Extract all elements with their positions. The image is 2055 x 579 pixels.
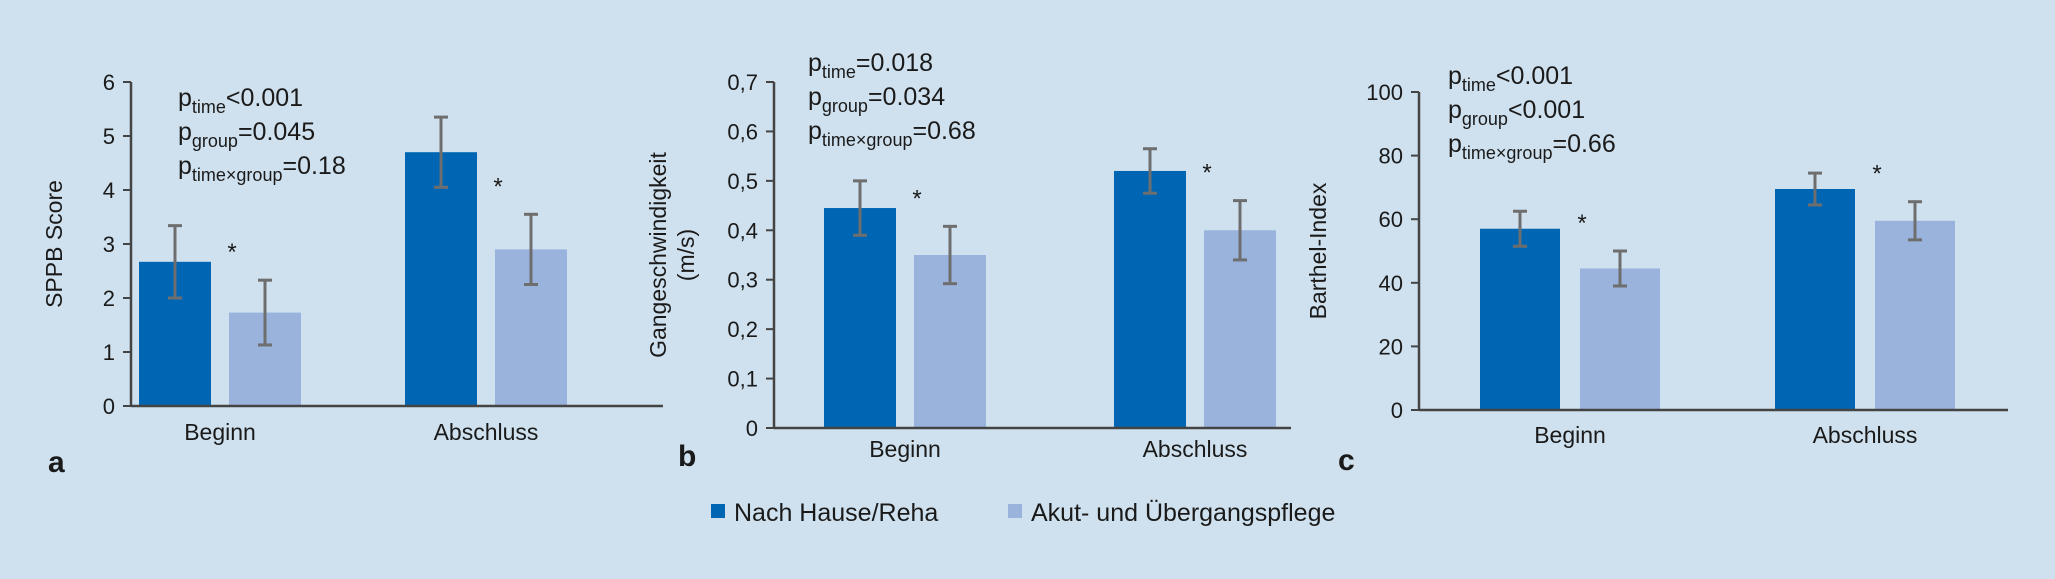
y-tick-label: 0 [746, 416, 758, 441]
significance-star: * [1577, 210, 1586, 237]
panel-b: Beginn Abschluss * * 0 0,1 0,2 0,3 0,4 0,5 0,6 0,7 G… [645, 49, 1291, 473]
category-label: Abschluss [1813, 422, 1918, 448]
panel-c: Beginn Abschluss * * 0 20 40 60 80 100 Barthel-Ind… [1305, 62, 2008, 477]
stat-value: =0.68 [912, 117, 975, 145]
stat-annotation: ptime×group=0.66 [1448, 130, 1616, 163]
stat-value: <0.001 [226, 84, 303, 112]
stat-p: p [808, 117, 822, 145]
category-label: Beginn [184, 419, 256, 445]
stat-annotation: ptime<0.001 [178, 84, 303, 117]
stat-p: p [178, 152, 192, 180]
y-axis-label: Barthel-Index [1305, 182, 1331, 319]
y-tick-label: 0,4 [727, 218, 758, 243]
y-tick-label: 3 [103, 232, 115, 257]
y-tick-label: 0 [103, 394, 115, 419]
y-tick-label: 0,1 [727, 367, 758, 392]
stat-subscript: time×group [822, 130, 913, 150]
category-label: Beginn [1534, 422, 1606, 448]
legend-label: Nach Hause/Reha [734, 499, 938, 527]
legend-swatch [1008, 504, 1022, 518]
stat-p: p [1448, 62, 1462, 90]
stat-subscript: group [1462, 109, 1508, 129]
bar [824, 208, 896, 428]
stat-p: p [178, 118, 192, 146]
legend-label: Akut- und Übergangspflege [1031, 499, 1335, 527]
y-tick-label: 80 [1379, 144, 1403, 169]
y-tick-label: 40 [1379, 271, 1403, 296]
bar [405, 152, 477, 406]
y-axis-label: SPPB Score [41, 180, 67, 308]
stat-annotation: pgroup=0.034 [808, 83, 945, 116]
stat-value: =0.66 [1552, 130, 1615, 158]
stat-subscript: group [192, 131, 238, 151]
y-tick-label: 0,7 [727, 70, 758, 95]
y-tick-label: 1 [103, 340, 115, 365]
stat-subscript: time [192, 97, 226, 117]
significance-star: * [912, 185, 921, 212]
y-tick-label: 0,5 [727, 169, 758, 194]
stat-p: p [178, 84, 192, 112]
stat-subscript: time×group [192, 165, 283, 185]
bar [1580, 268, 1660, 410]
stat-p: p [808, 83, 822, 111]
y-tick-label: 0,3 [727, 268, 758, 293]
y-tick-label: 4 [103, 178, 115, 203]
y-tick-label: 60 [1379, 207, 1403, 232]
stat-subscript: group [822, 96, 868, 116]
category-label: Abschluss [1143, 436, 1248, 462]
legend: Nach Hause/Reha Akut- und Übergangspflege [711, 499, 1335, 527]
y-tick-label: 2 [103, 286, 115, 311]
panel-letter: a [48, 446, 65, 479]
stat-value: =0.034 [868, 83, 945, 111]
y-tick-label: 5 [103, 124, 115, 149]
stat-annotation: ptime×group=0.68 [808, 117, 976, 150]
significance-star: * [1872, 161, 1881, 188]
stat-annotation: ptime=0.018 [808, 49, 933, 82]
stat-p: p [808, 49, 822, 77]
bar [1775, 188, 1855, 410]
bar [1114, 170, 1186, 428]
bar [1875, 220, 1955, 410]
y-tick-label: 0 [1391, 398, 1403, 423]
bar [1480, 228, 1560, 410]
stat-annotation: ptime×group=0.18 [178, 152, 346, 185]
category-label: Abschluss [434, 419, 539, 445]
stat-value: =0.018 [856, 49, 933, 77]
y-axis-label: Gangeschwindigkeit [645, 151, 671, 357]
category-label: Beginn [869, 436, 941, 462]
stat-annotation: pgroup=0.045 [178, 118, 315, 151]
stat-value: =0.18 [282, 152, 345, 180]
stat-subscript: time [822, 62, 856, 82]
stat-value: <0.001 [1508, 96, 1585, 124]
stat-p: p [1448, 130, 1462, 158]
y-tick-label: 6 [103, 70, 115, 95]
significance-star: * [227, 239, 236, 266]
stat-value: <0.001 [1496, 62, 1573, 90]
stat-subscript: time×group [1462, 143, 1553, 163]
significance-star: * [493, 173, 502, 200]
stat-annotation: pgroup<0.001 [1448, 96, 1585, 129]
bar [1204, 230, 1276, 428]
stat-value: =0.045 [238, 118, 315, 146]
legend-swatch [711, 504, 725, 518]
panel-letter: c [1338, 444, 1355, 477]
y-tick-label: 0,6 [727, 119, 758, 144]
stat-subscript: time [1462, 75, 1496, 95]
y-axis-label: (m/s) [673, 229, 699, 281]
stat-p: p [1448, 96, 1462, 124]
significance-star: * [1202, 160, 1211, 187]
y-tick-label: 100 [1366, 80, 1403, 105]
stat-annotation: ptime<0.001 [1448, 62, 1573, 95]
y-tick-label: 20 [1379, 334, 1403, 359]
y-tick-label: 0,2 [727, 317, 758, 342]
panel-letter: b [678, 440, 696, 473]
